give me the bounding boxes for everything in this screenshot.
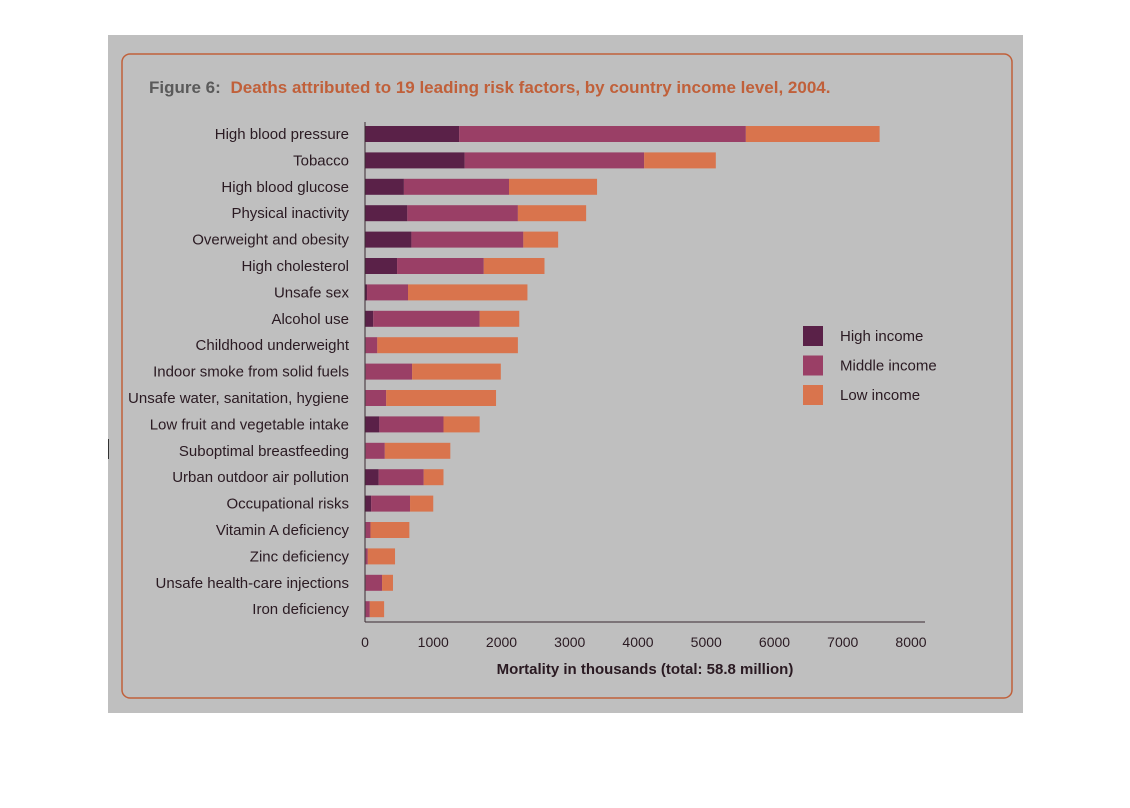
category-label: Tobacco [293, 152, 349, 169]
bar-low-income [644, 152, 716, 169]
bar-middle-income [365, 363, 413, 380]
legend: High income Middle income Low income [803, 326, 937, 405]
bar-low-income [407, 284, 528, 301]
bar-high-income [365, 310, 374, 327]
category-label: Zinc deficiency [250, 548, 350, 565]
bar-high-income [365, 231, 412, 248]
bar-low-income [412, 363, 501, 380]
x-tick-label: 0 [361, 634, 369, 650]
bar-high-income [365, 495, 372, 512]
legend-swatch [803, 326, 823, 346]
x-tick-label: 8000 [895, 634, 926, 650]
legend-label: High income [840, 328, 923, 345]
x-tick-label: 3000 [554, 634, 585, 650]
bar-middle-income [403, 178, 510, 195]
category-label: High cholesterol [241, 258, 349, 275]
bar-low-income [479, 310, 520, 327]
bar-middle-income [371, 495, 411, 512]
bar-middle-income [365, 548, 368, 565]
bar-high-income [365, 258, 398, 274]
bar-low-income [443, 416, 480, 433]
category-label: High blood glucose [221, 179, 349, 196]
category-label: Physical inactivity [231, 205, 349, 222]
figure-title: Figure 6: Deaths attributed to 19 leadin… [149, 78, 830, 97]
bar-middle-income [365, 442, 385, 459]
category-label: Occupational risks [226, 496, 349, 513]
category-label: Suboptimal breastfeeding [179, 443, 349, 460]
chart-backdrop [108, 35, 1023, 713]
bar-low-income [369, 601, 385, 618]
bar-high-income [365, 416, 380, 433]
legend-label: Middle income [840, 358, 937, 375]
x-tick-label: 1000 [418, 634, 449, 650]
category-label: Overweight and obesity [192, 232, 349, 249]
bar-middle-income [464, 152, 645, 169]
category-label: High blood pressure [215, 126, 349, 143]
bar-low-income [382, 574, 393, 591]
bar-high-income [365, 152, 465, 169]
bar-middle-income [367, 284, 408, 301]
category-label: Unsafe water, sanitation, hygiene [128, 390, 349, 407]
category-label: Low fruit and vegetable intake [150, 416, 349, 433]
category-labels: High blood pressure Tobacco High blood glu… [128, 126, 350, 618]
category-label: Iron deficiency [252, 601, 349, 618]
bar-low-income [370, 522, 410, 538]
category-label: Unsafe health-care injections [156, 575, 349, 592]
bar-low-income [410, 495, 434, 512]
category-label: Vitamin A deficiency [216, 522, 350, 539]
bar-middle-income [373, 310, 480, 327]
bar-low-income [745, 126, 880, 142]
category-label: Urban outdoor air pollution [172, 469, 349, 486]
bar-high-income [365, 469, 379, 486]
bar-low-income [384, 442, 451, 459]
figure-title-prefix: Figure 6: [149, 78, 221, 97]
x-axis: 0 1000 2000 3000 4000 5000 6000 7000 8000 [361, 122, 927, 650]
bar-low-income [483, 258, 545, 274]
bar-low-income [386, 390, 497, 406]
bar-low-income [509, 178, 598, 195]
bar-middle-income [365, 390, 387, 406]
bar-high-income [365, 178, 404, 195]
category-label: Childhood underweight [196, 337, 350, 354]
bar-low-income [367, 548, 396, 565]
category-label: Alcohol use [271, 311, 349, 328]
x-axis-title: Mortality in thousands (total: 58.8 mill… [497, 661, 794, 678]
bar-middle-income [365, 574, 383, 591]
bar-low-income [517, 205, 587, 222]
bar-middle-income [365, 522, 371, 538]
x-tick-label: 4000 [622, 634, 653, 650]
bar-high-income [365, 126, 460, 142]
legend-label: Low income [840, 387, 920, 404]
bar-middle-income [407, 205, 518, 222]
x-tick-label: 7000 [827, 634, 858, 650]
bar-middle-income [379, 416, 444, 433]
bar-middle-income [411, 231, 524, 248]
legend-swatch [803, 385, 823, 405]
bar-low-income [523, 231, 559, 248]
bar-low-income [423, 469, 444, 486]
x-tick-label: 5000 [691, 634, 722, 650]
bar-middle-income [378, 469, 424, 486]
figure-title-text: Deaths attributed to 19 leading risk fac… [231, 78, 831, 97]
bars-layer [365, 126, 880, 618]
legend-swatch [803, 355, 823, 376]
bar-middle-income [365, 337, 378, 354]
bar-high-income [365, 205, 408, 222]
bar-middle-income [459, 126, 746, 142]
bar-middle-income [397, 258, 484, 274]
bar-low-income [377, 337, 518, 354]
category-label: Indoor smoke from solid fuels [153, 364, 349, 381]
bar-middle-income [365, 601, 370, 618]
bar-high-income [365, 284, 368, 301]
x-tick-label: 6000 [759, 634, 790, 650]
category-label: Unsafe sex [274, 284, 350, 301]
chart-frame [121, 53, 1013, 699]
x-tick-label: 2000 [486, 634, 517, 650]
